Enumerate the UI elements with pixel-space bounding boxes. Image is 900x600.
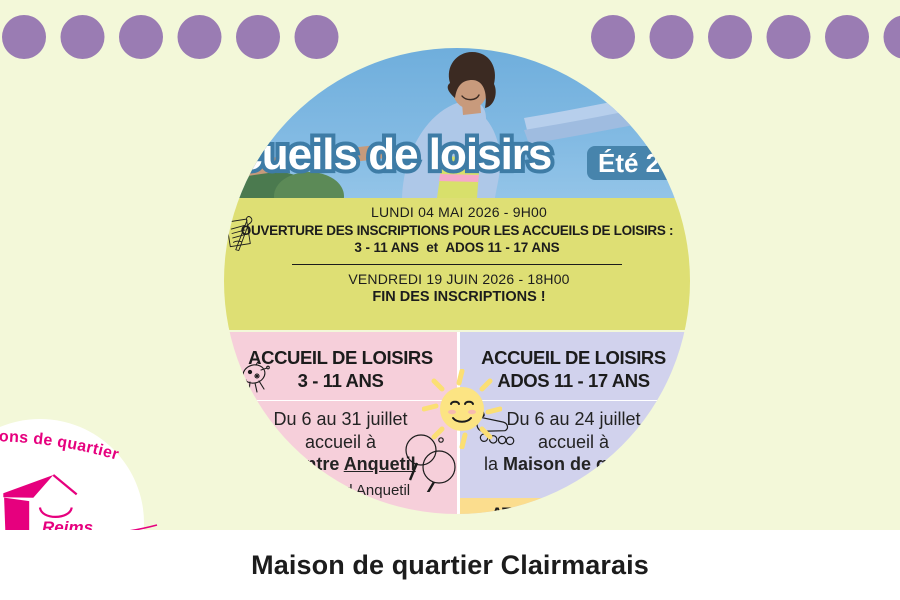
svg-text:Maisons de quartier: Maisons de quartier xyxy=(0,428,121,464)
